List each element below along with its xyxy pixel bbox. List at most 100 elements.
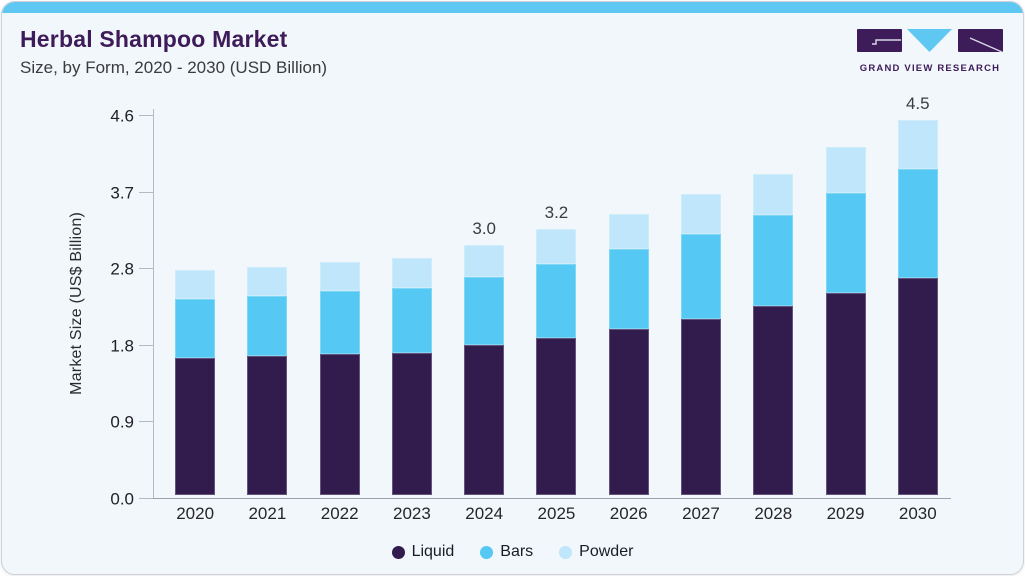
legend-label: Bars [500, 543, 534, 560]
y-axis-tick [139, 498, 153, 499]
y-axis-tick-label: 0.0 [110, 489, 134, 509]
y-axis-tick-label: 3.7 [110, 183, 134, 203]
legend-swatch-liquid-icon [391, 545, 405, 559]
y-axis-tick [139, 344, 153, 346]
bar-slot: 3.0 2024 [448, 112, 520, 523]
x-axis-line [139, 498, 951, 499]
bar-slot: 3.2 2025 [520, 112, 592, 523]
bar-segment-bars [464, 276, 505, 346]
bar-slot: 2028 [737, 112, 809, 523]
bar-segment-powder [319, 261, 360, 292]
legend-swatch-bars-icon [480, 545, 494, 559]
bar-segment-liquid [753, 306, 794, 495]
bar-segment-liquid [536, 337, 577, 495]
bar-slot: 2026 [593, 112, 665, 523]
bar-segment-bars [247, 296, 288, 356]
bar-segment-bars [175, 299, 216, 358]
bars-layer: 2020 2021 2022 2023 3.0 2024 3.2 2025 2026 2027 20… [159, 95, 954, 523]
bar-slot: 4.5 2030 [882, 95, 954, 523]
bar-segment-powder [464, 245, 505, 277]
y-axis-tick [139, 191, 153, 193]
stacked-bar [536, 228, 577, 495]
x-axis-label: 2022 [320, 504, 359, 523]
x-axis-label: 2021 [248, 504, 287, 523]
bar-segment-liquid [608, 328, 649, 495]
bar-segment-bars [680, 233, 721, 319]
y-axis-tick [139, 115, 153, 116]
bar-segment-bars [536, 264, 577, 338]
chart-header: Herbal Shampoo Market Size, by Form, 202… [20, 26, 327, 78]
legend-item-liquid: Liquid [391, 543, 455, 561]
bar-segment-bars [391, 287, 432, 353]
bar-segment-liquid [464, 345, 505, 495]
page-subtitle: Size, by Form, 2020 - 2030 (USD Billion) [20, 58, 328, 77]
legend-item-powder: Powder [559, 543, 633, 561]
bar-slot: 2027 [665, 112, 737, 523]
bar-segment-bars [608, 249, 649, 329]
bar-slot: 2023 [376, 112, 448, 523]
bar-segment-powder [753, 173, 794, 216]
bar-segment-liquid [897, 277, 938, 495]
x-axis-label: 2026 [609, 504, 648, 523]
bar-total-label: 3.0 [472, 219, 497, 239]
bar-segment-bars [753, 215, 794, 307]
stacked-bar [897, 120, 938, 495]
y-axis-tick-label: 4.6 [110, 106, 134, 126]
legend-label: Powder [579, 543, 634, 560]
x-axis-label: 2028 [754, 504, 793, 523]
x-axis-label: 2024 [465, 504, 504, 523]
bar-segment-bars [897, 169, 938, 278]
legend-item-bars: Bars [480, 543, 533, 561]
bar-segment-bars [825, 192, 866, 293]
bar-segment-liquid [247, 355, 288, 495]
bar-total-label: 4.5 [905, 94, 930, 114]
bar-segment-powder [391, 257, 432, 288]
gvr-logo-icon [857, 29, 1003, 53]
bar-segment-liquid [391, 352, 432, 495]
stacked-bar [247, 266, 288, 495]
bar-segment-powder [680, 194, 721, 234]
plot-area: Market Size (US$ Billion) 2020 2021 2022 20… [68, 95, 951, 523]
bar-slot: 2022 [304, 112, 376, 523]
y-axis-tick-label: 0.9 [110, 412, 134, 432]
bar-segment-powder [536, 228, 577, 265]
brand-name: GRAND VIEW RESEARCH [859, 63, 1001, 74]
stacked-bar [753, 173, 794, 495]
bar-segment-powder [825, 147, 866, 193]
top-accent-bar [2, 2, 1023, 13]
stacked-bar [825, 147, 866, 495]
y-axis-tick [139, 421, 153, 423]
stacked-bar [680, 194, 721, 495]
y-axis-tick-label: 1.8 [110, 336, 134, 356]
bar-segment-liquid [825, 292, 866, 495]
stacked-bar [175, 270, 216, 495]
x-axis-label: 2023 [393, 504, 431, 523]
bar-segment-liquid [680, 318, 721, 495]
bar-segment-powder [608, 213, 649, 250]
y-axis-title: Market Size (US$ Billion) [68, 212, 85, 395]
bar-slot: 2021 [231, 112, 303, 523]
stacked-bar [319, 261, 360, 495]
bar-segment-powder [247, 266, 288, 297]
stacked-bar [391, 257, 432, 495]
bar-slot: 2029 [809, 112, 881, 523]
legend-swatch-powder-icon [559, 545, 573, 559]
y-axis-tick [139, 268, 153, 270]
brand-logo: GRAND VIEW RESEARCH [855, 28, 1005, 74]
bar-segment-liquid [319, 354, 360, 495]
bar-total-label: 3.2 [544, 202, 569, 222]
bar-segment-liquid [175, 357, 216, 495]
legend-label: Liquid [411, 543, 455, 560]
y-axis-tick-label: 2.8 [110, 259, 134, 279]
x-axis-label: 2030 [898, 504, 937, 523]
page-title: Herbal Shampoo Market [20, 26, 288, 52]
stacked-bar [464, 245, 505, 495]
y-axis-line [153, 109, 154, 499]
x-axis-label: 2029 [826, 504, 865, 523]
bar-slot: 2020 [159, 112, 231, 523]
stacked-bar [608, 213, 649, 495]
bar-segment-powder [175, 270, 216, 300]
x-axis-label: 2027 [682, 504, 720, 523]
